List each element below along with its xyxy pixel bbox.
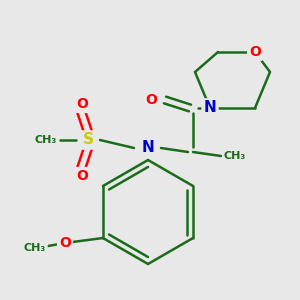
Text: S: S	[82, 133, 94, 148]
Text: O: O	[145, 93, 157, 107]
Text: O: O	[249, 45, 261, 59]
Text: N: N	[142, 140, 154, 155]
Text: CH₃: CH₃	[24, 243, 46, 253]
Text: O: O	[76, 169, 88, 183]
Text: O: O	[59, 236, 71, 250]
Text: CH₃: CH₃	[35, 135, 57, 145]
Text: O: O	[76, 97, 88, 111]
Text: N: N	[204, 100, 216, 116]
Text: CH₃: CH₃	[224, 151, 246, 161]
